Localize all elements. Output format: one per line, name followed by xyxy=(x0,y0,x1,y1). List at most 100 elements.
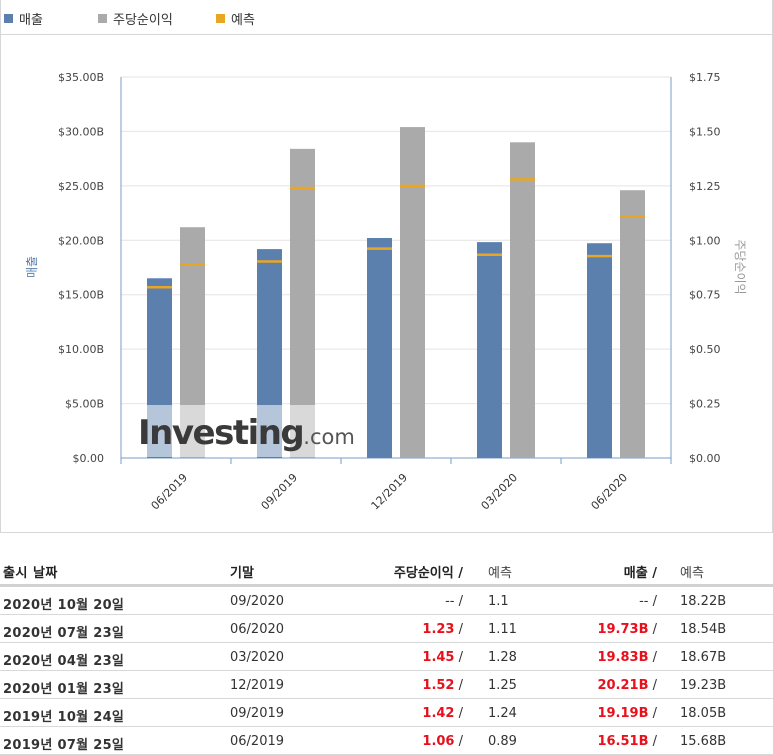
table-body: 2020년 10월 20일 09/2020 -- /1.1 -- /18.22B 202… xyxy=(0,587,773,755)
earnings-chart-panel: 매출 주당순이익 예측 $0.00 $0.00 $5.00B $0.25 $10.00B… xyxy=(0,0,773,533)
revenue-value: 19.83B xyxy=(597,650,649,665)
revenue-bar xyxy=(587,243,612,458)
category-label: 12/2019 xyxy=(369,471,411,513)
category-label: 06/2020 xyxy=(589,471,631,513)
revenue-value: 19.19B xyxy=(597,706,649,721)
legend-label-revenue: 매출 xyxy=(19,13,43,28)
period-cell: 09/2019 xyxy=(230,706,285,721)
left-tick-label: $25.00B xyxy=(58,180,104,193)
right-tick-label: $0.25 xyxy=(689,398,721,411)
eps-forecast-cell: 1.28 xyxy=(488,650,517,665)
release-date-cell: 2019년 10월 24일 xyxy=(3,710,125,725)
legend-label-eps: 주당순이익 xyxy=(113,13,173,28)
release-date-cell: 2019년 07월 25일 xyxy=(3,738,125,753)
eps-cell: 1.45 / xyxy=(422,650,463,665)
period-cell: 03/2020 xyxy=(230,650,285,665)
investing-watermark: Investing.com xyxy=(138,413,355,453)
revenue-value: 20.21B xyxy=(597,678,649,693)
header-period-end[interactable]: 기말 xyxy=(230,566,254,581)
eps-cell: -- / xyxy=(445,594,463,609)
right-tick-label: $1.25 xyxy=(689,180,721,193)
table-row: 2020년 10월 20일 09/2020 -- / 1.1 -- / 18.22B xyxy=(0,587,773,615)
revenue-forecast-cell: 19.23B xyxy=(680,678,727,693)
eps-forecast-cell: 0.89 xyxy=(488,734,517,749)
legend-item-revenue[interactable]: 매출 xyxy=(4,9,43,28)
right-axis-title: 주당순이익 xyxy=(733,239,747,294)
eps-cell: 1.06 / xyxy=(422,734,463,749)
revenue-bar xyxy=(367,237,392,458)
eps-forecast-cell: 1.24 xyxy=(488,706,517,721)
chart-legend: 매출 주당순이익 예측 xyxy=(1,0,772,35)
right-tick-label: $1.50 xyxy=(689,125,721,138)
chart-plot-svg: $0.00 $0.00 $5.00B $0.25 $10.00B $0.50 $15.00B… xyxy=(25,71,747,513)
table-row: 2020년 01월 23일 12/2019 1.52 / 1.25 20.21B / 19… xyxy=(0,671,773,699)
table-row: 2020년 04월 23일 03/2020 1.45 / 1.28 19.83B / 18… xyxy=(0,643,773,671)
eps-forecast-cell: 1.1 xyxy=(488,594,509,609)
legend-label-forecast: 예측 xyxy=(231,13,255,28)
left-tick-label: $35.00B xyxy=(58,71,104,84)
revenue-cell: 16.51B / xyxy=(597,734,657,749)
revenue-cell: -- / xyxy=(639,594,657,609)
revenue-cell: 19.19B / xyxy=(597,706,657,721)
eps-value: -- xyxy=(445,594,455,609)
legend-item-eps[interactable]: 주당순이익 xyxy=(98,9,173,28)
left-tick-label: $10.00B xyxy=(58,343,104,356)
category-label: 03/2020 xyxy=(479,471,521,513)
right-tick-label: $1.00 xyxy=(689,234,721,247)
eps-forecast-cell: 1.25 xyxy=(488,678,517,693)
eps-value: 1.45 xyxy=(422,650,455,665)
category-label: 09/2019 xyxy=(259,471,301,513)
revenue-swatch-icon xyxy=(4,14,13,23)
revenue-forecast-cell: 18.05B xyxy=(680,706,727,721)
table-row: 2019년 10월 24일 09/2019 1.42 / 1.24 19.19B / 18… xyxy=(0,699,773,727)
eps-bar xyxy=(510,142,535,459)
left-axis-title: 매출 xyxy=(25,256,39,278)
eps-value: 1.06 xyxy=(422,734,455,749)
left-tick-label: $5.00B xyxy=(65,398,104,411)
right-tick-label: $0.00 xyxy=(689,452,721,465)
revenue-value: -- xyxy=(639,594,649,609)
revenue-forecast-cell: 18.22B xyxy=(680,594,727,609)
revenue-cell: 19.83B / xyxy=(597,650,657,665)
period-cell: 09/2020 xyxy=(230,594,285,609)
release-date-cell: 2020년 10월 20일 xyxy=(3,598,125,613)
header-eps-forecast[interactable]: 예측 xyxy=(488,566,512,581)
eps-value: 1.52 xyxy=(422,678,455,693)
legend-item-forecast[interactable]: 예측 xyxy=(216,9,255,28)
revenue-cell: 20.21B / xyxy=(597,678,657,693)
forecast-swatch-icon xyxy=(216,14,225,23)
eps-value: 1.42 xyxy=(422,706,455,721)
release-date-cell: 2020년 04월 23일 xyxy=(3,654,125,669)
eps-swatch-icon xyxy=(98,14,107,23)
revenue-value: 19.73B xyxy=(597,622,649,637)
watermark-wash xyxy=(141,405,331,457)
category-label: 06/2019 xyxy=(149,471,191,513)
release-date-cell: 2020년 07월 23일 xyxy=(3,626,125,641)
right-tick-label: $1.75 xyxy=(689,71,721,84)
period-cell: 06/2020 xyxy=(230,622,285,637)
eps-forecast-cell: 1.11 xyxy=(488,622,517,637)
eps-value: 1.23 xyxy=(422,622,455,637)
right-tick-label: $0.75 xyxy=(689,289,721,302)
release-date-cell: 2020년 01월 23일 xyxy=(3,682,125,697)
earnings-table: 출시 날짜 기말 주당순이익 / 예측 매출 / 예측 2020년 10월 20… xyxy=(0,554,773,755)
revenue-forecast-cell: 15.68B xyxy=(680,734,727,749)
left-tick-label: $30.00B xyxy=(58,125,104,138)
eps-cell: 1.23 / xyxy=(422,622,463,637)
eps-bar xyxy=(400,127,425,459)
left-tick-label: $20.00B xyxy=(58,234,104,247)
eps-cell: 1.52 / xyxy=(422,678,463,693)
left-tick-label: $15.00B xyxy=(58,289,104,302)
header-eps[interactable]: 주당순이익 / xyxy=(393,566,463,581)
period-cell: 12/2019 xyxy=(230,678,285,693)
header-revenue[interactable]: 매출 / xyxy=(623,566,657,581)
revenue-forecast-cell: 18.67B xyxy=(680,650,727,665)
revenue-value: 16.51B xyxy=(597,734,649,749)
header-revenue-forecast[interactable]: 예측 xyxy=(680,566,704,581)
revenue-forecast-cell: 18.54B xyxy=(680,622,727,637)
header-release-date[interactable]: 출시 날짜 xyxy=(3,566,58,581)
period-cell: 06/2019 xyxy=(230,734,285,749)
table-row: 2019년 07월 25일 06/2019 1.06 / 0.89 16.51B / 15… xyxy=(0,727,773,755)
left-tick-label: $0.00 xyxy=(73,452,105,465)
table-header-row: 출시 날짜 기말 주당순이익 / 예측 매출 / 예측 xyxy=(0,554,773,587)
